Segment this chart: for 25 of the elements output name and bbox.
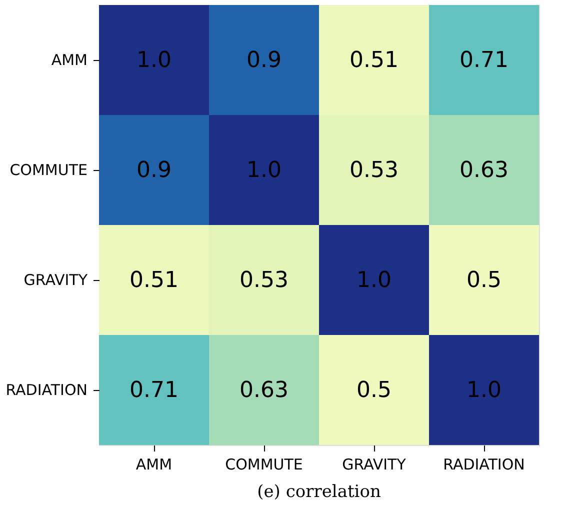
data-label: 0.5 bbox=[466, 268, 502, 293]
data-label: 0.51 bbox=[350, 48, 398, 73]
x-tick-label: COMMUTE bbox=[225, 456, 303, 474]
data-label: 0.51 bbox=[130, 268, 178, 293]
data-label: 1.0 bbox=[356, 268, 392, 293]
data-label: 0.53 bbox=[240, 268, 288, 293]
data-label: 0.63 bbox=[240, 378, 288, 403]
data-label: 1.0 bbox=[466, 378, 502, 403]
data-label: 0.71 bbox=[130, 378, 178, 403]
data-label: 0.5 bbox=[356, 378, 392, 403]
data-label: 1.0 bbox=[246, 158, 282, 183]
x-tick-label: AMM bbox=[136, 456, 172, 474]
data-label: 0.71 bbox=[460, 48, 508, 73]
data-label: 0.9 bbox=[136, 158, 172, 183]
y-tick-label: RADIATION bbox=[6, 381, 88, 399]
data-label: 0.9 bbox=[246, 48, 282, 73]
y-tick-label: COMMUTE bbox=[10, 161, 88, 179]
data-label: 0.63 bbox=[460, 158, 508, 183]
data-label: 0.53 bbox=[350, 158, 398, 183]
x-tick-label: GRAVITY bbox=[342, 456, 407, 474]
data-label: 1.0 bbox=[136, 48, 172, 73]
text: (e) correlation bbox=[257, 482, 381, 502]
x-tick-label: RADIATION bbox=[443, 456, 525, 474]
y-tick-label: AMM bbox=[51, 51, 88, 69]
y-tick-label: GRAVITY bbox=[24, 271, 88, 289]
